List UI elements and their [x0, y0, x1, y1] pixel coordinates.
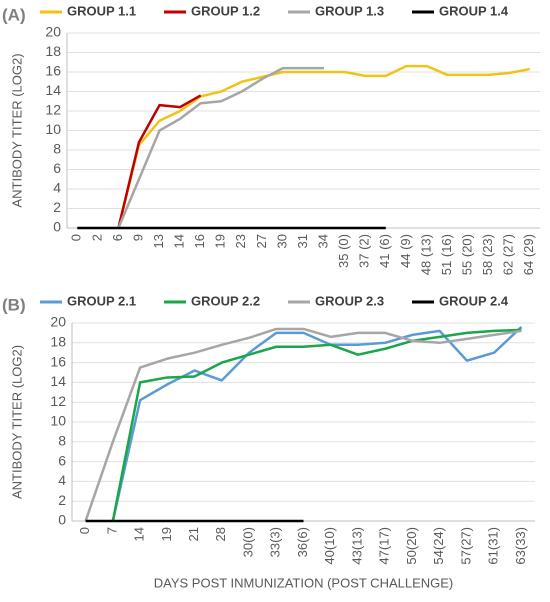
panel-label: (A) — [2, 5, 26, 24]
y-axis-title: ANTIBODY TITER (LOG2) — [9, 53, 24, 207]
x-tick-label: 19 — [159, 527, 174, 541]
x-tick-label: 43(13) — [349, 527, 364, 565]
x-tick-label: 21 — [186, 527, 201, 541]
y-tick-label: 18 — [45, 43, 61, 59]
legend-label: GROUP 2.3 — [315, 293, 384, 308]
x-tick-label: 64 (29) — [521, 234, 536, 275]
x-tick-label: 37 (2) — [357, 234, 372, 268]
y-tick-label: 6 — [53, 160, 61, 176]
y-tick-label: 10 — [45, 121, 61, 137]
series-line — [117, 64, 530, 229]
y-tick-label: 14 — [45, 82, 61, 98]
x-tick-label: 48 (13) — [418, 234, 433, 275]
x-tick-label: 51 (16) — [439, 234, 454, 275]
y-axis-title: ANTIBODY TITER (LOG2) — [9, 345, 24, 499]
x-tick-label: 34 — [316, 234, 331, 248]
y-tick-label: 8 — [53, 141, 61, 157]
legend-label: GROUP 2.1 — [67, 293, 136, 308]
y-tick-label: 12 — [45, 102, 61, 118]
x-axis-title: DAYS POST INMUNIZATION (POST CHALLENGE) — [154, 575, 454, 590]
x-tick-label: 54(24) — [431, 527, 446, 565]
y-tick-label: 2 — [53, 199, 61, 215]
series-line — [84, 327, 522, 522]
legend-label: GROUP 1.3 — [315, 3, 384, 18]
x-tick-label: 40(10) — [322, 527, 337, 565]
y-tick-label: 10 — [50, 413, 66, 429]
x-tick-label: 47(17) — [377, 527, 392, 565]
x-tick-label: 58 (23) — [480, 234, 495, 275]
x-tick-label: 0 — [69, 234, 84, 241]
y-tick-label: 4 — [53, 180, 61, 196]
x-tick-label: 61(31) — [486, 527, 501, 565]
series-line — [117, 94, 202, 229]
x-tick-label: 62 (27) — [501, 234, 516, 275]
series-line — [111, 328, 522, 522]
legend-label: GROUP 1.4 — [439, 3, 509, 18]
x-tick-label: 27 — [254, 234, 269, 248]
y-tick-label: 14 — [50, 373, 66, 389]
y-tick-label: 20 — [45, 24, 61, 40]
x-tick-label: 55 (20) — [459, 234, 474, 275]
x-tick-label: 23 — [233, 234, 248, 248]
x-tick-label: 6 — [110, 234, 125, 241]
y-tick-label: 20 — [50, 314, 66, 330]
x-tick-label: 44 (9) — [398, 234, 413, 268]
x-tick-label: 16 — [192, 234, 207, 248]
x-tick-label: 36(6) — [295, 527, 310, 557]
y-tick-label: 8 — [58, 433, 66, 449]
x-tick-label: 9 — [130, 234, 145, 241]
x-tick-label: 2 — [89, 234, 104, 241]
y-tick-label: 0 — [53, 219, 61, 235]
y-tick-label: 18 — [50, 334, 66, 350]
x-tick-label: 14 — [132, 527, 147, 541]
y-tick-label: 12 — [50, 393, 66, 409]
x-tick-label: 35 (0) — [336, 234, 351, 268]
legend-label: GROUP 1.1 — [67, 3, 136, 18]
x-tick-label: 28 — [213, 527, 228, 541]
y-tick-label: 2 — [58, 492, 66, 508]
x-tick-label: 63(33) — [513, 527, 528, 565]
x-tick-label: 41 (6) — [377, 234, 392, 268]
legend-label: GROUP 1.2 — [191, 3, 260, 18]
x-tick-label: 14 — [172, 234, 187, 248]
legend-label: GROUP 2.4 — [439, 293, 509, 308]
x-tick-label: 19 — [213, 234, 228, 248]
panel-label: (B) — [2, 295, 26, 314]
x-tick-label: 13 — [151, 234, 166, 248]
x-tick-label: 57(27) — [458, 527, 473, 565]
x-tick-label: 30 — [274, 234, 289, 248]
x-tick-label: 50(20) — [404, 527, 419, 565]
x-tick-label: 0 — [77, 527, 92, 534]
y-tick-label: 0 — [58, 512, 66, 528]
x-tick-label: 33(3) — [268, 527, 283, 557]
y-tick-label: 16 — [45, 63, 61, 79]
series-line — [117, 66, 325, 229]
x-tick-label: 31 — [295, 234, 310, 248]
legend-label: GROUP 2.2 — [191, 293, 260, 308]
y-tick-label: 4 — [58, 472, 66, 488]
x-tick-label: 30(0) — [240, 527, 255, 557]
y-tick-label: 6 — [58, 452, 66, 468]
y-tick-label: 16 — [50, 353, 66, 369]
x-tick-label: 7 — [104, 527, 119, 534]
